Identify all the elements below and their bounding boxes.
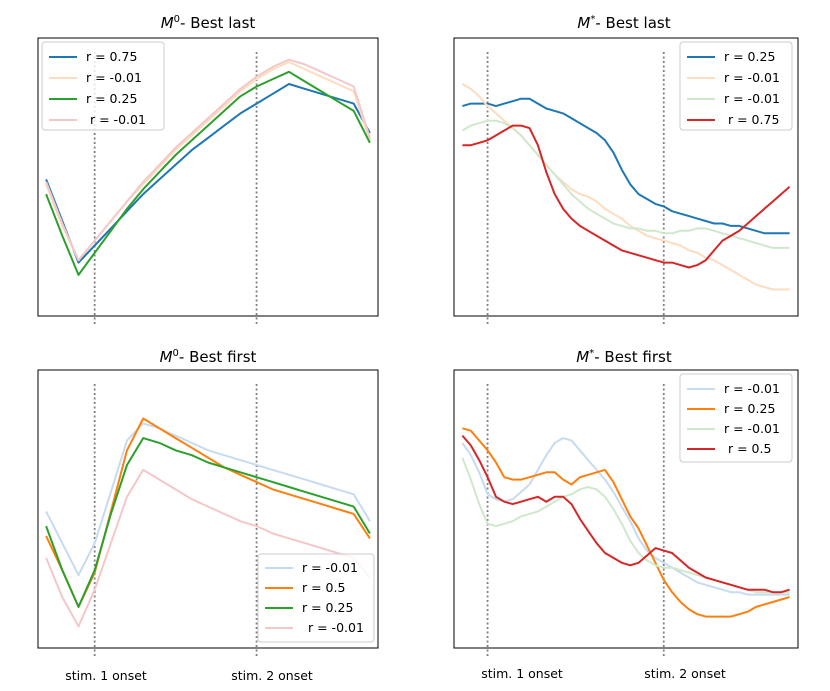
series-line: [462, 124, 791, 269]
panel-title: M0- Best first: [160, 348, 257, 366]
plot-frame: [37, 369, 379, 649]
legend-label: r = -0.01: [724, 381, 780, 396]
legend-label: r = -0.01: [90, 112, 146, 127]
legend-label: r = 0.25: [302, 600, 353, 615]
legend-label: r = 0.5: [728, 441, 771, 456]
series-line: [45, 437, 371, 608]
plot-frame: [37, 37, 379, 317]
panel-m0-best-last: M0- Best last r = 0.75 r = -0.01 r = 0.2…: [37, 14, 379, 324]
series-line: [461, 457, 790, 594]
legend-label: r = 0.75: [728, 112, 779, 127]
legend: r = 0.75 r = -0.01 r = 0.25 r = -0.01: [41, 41, 165, 131]
legend-frame: [41, 41, 165, 131]
panel-mstar-best-last: M*- Best last r = 0.25 r = -0.01 r = -0.…: [453, 14, 799, 324]
legend-label: r = -0.01: [724, 70, 780, 85]
onset-lines: [93, 384, 258, 656]
stim1-onset-label-left: stim. 1 onset: [65, 668, 147, 683]
series-line: [45, 58, 371, 262]
legend-label: r = -0.01: [724, 421, 780, 436]
panel-title: M*- Best first: [576, 348, 672, 366]
legend-frame: [257, 553, 375, 643]
legend-label: r = -0.01: [302, 560, 358, 575]
series-line: [461, 437, 790, 596]
onset-lines: [486, 384, 665, 656]
series-line: [45, 422, 371, 577]
series-lines: [45, 58, 371, 276]
series-line: [45, 468, 371, 628]
legend-label: r = 0.75: [86, 49, 137, 64]
legend-frame: [679, 41, 793, 131]
onset-lines: [486, 52, 665, 324]
legend-label: r = -0.01: [86, 70, 142, 85]
series-line: [462, 427, 790, 618]
legend-label: r = -0.01: [724, 91, 780, 106]
legend-label: r = 0.25: [724, 49, 775, 64]
legend-label: r = 0.25: [86, 91, 137, 106]
panel-mstar-best-first: M*- Best first r = -0.01 r = 0.25 r = -0…: [453, 348, 799, 656]
plot-frame: [453, 369, 799, 649]
legend: r = 0.25 r = -0.01 r = -0.01 r = 0.75: [679, 41, 793, 131]
panel-title: M*- Best last: [577, 14, 670, 32]
stim2-onset-label-left: stim. 2 onset: [231, 668, 313, 683]
legend: r = -0.01 r = 0.25 r = -0.01 r = 0.5: [679, 373, 793, 463]
legend: r = -0.01 r = 0.5 r = 0.25 r = -0.01: [257, 553, 375, 643]
legend-label: r = 0.5: [302, 580, 345, 595]
panel-m0-best-first: M0- Best first r = -0.01 r = 0.5 r = 0.2…: [37, 348, 379, 656]
series-line: [461, 119, 790, 249]
stim2-onset-label-right: stim. 2 onset: [644, 666, 726, 681]
series-line: [45, 70, 371, 276]
series-line: [462, 97, 790, 235]
series-line: [461, 434, 790, 594]
plot-frame: [453, 37, 799, 317]
series-lines: [45, 417, 371, 628]
series-line: [45, 83, 371, 264]
legend-frame: [679, 373, 793, 463]
legend-label: r = 0.25: [724, 401, 775, 416]
series-lines: [461, 427, 790, 618]
stim1-onset-label-right: stim. 1 onset: [481, 666, 563, 681]
panel-title: M0- Best last: [161, 14, 256, 32]
legend-label: r = -0.01: [308, 620, 364, 635]
series-lines: [461, 83, 791, 291]
